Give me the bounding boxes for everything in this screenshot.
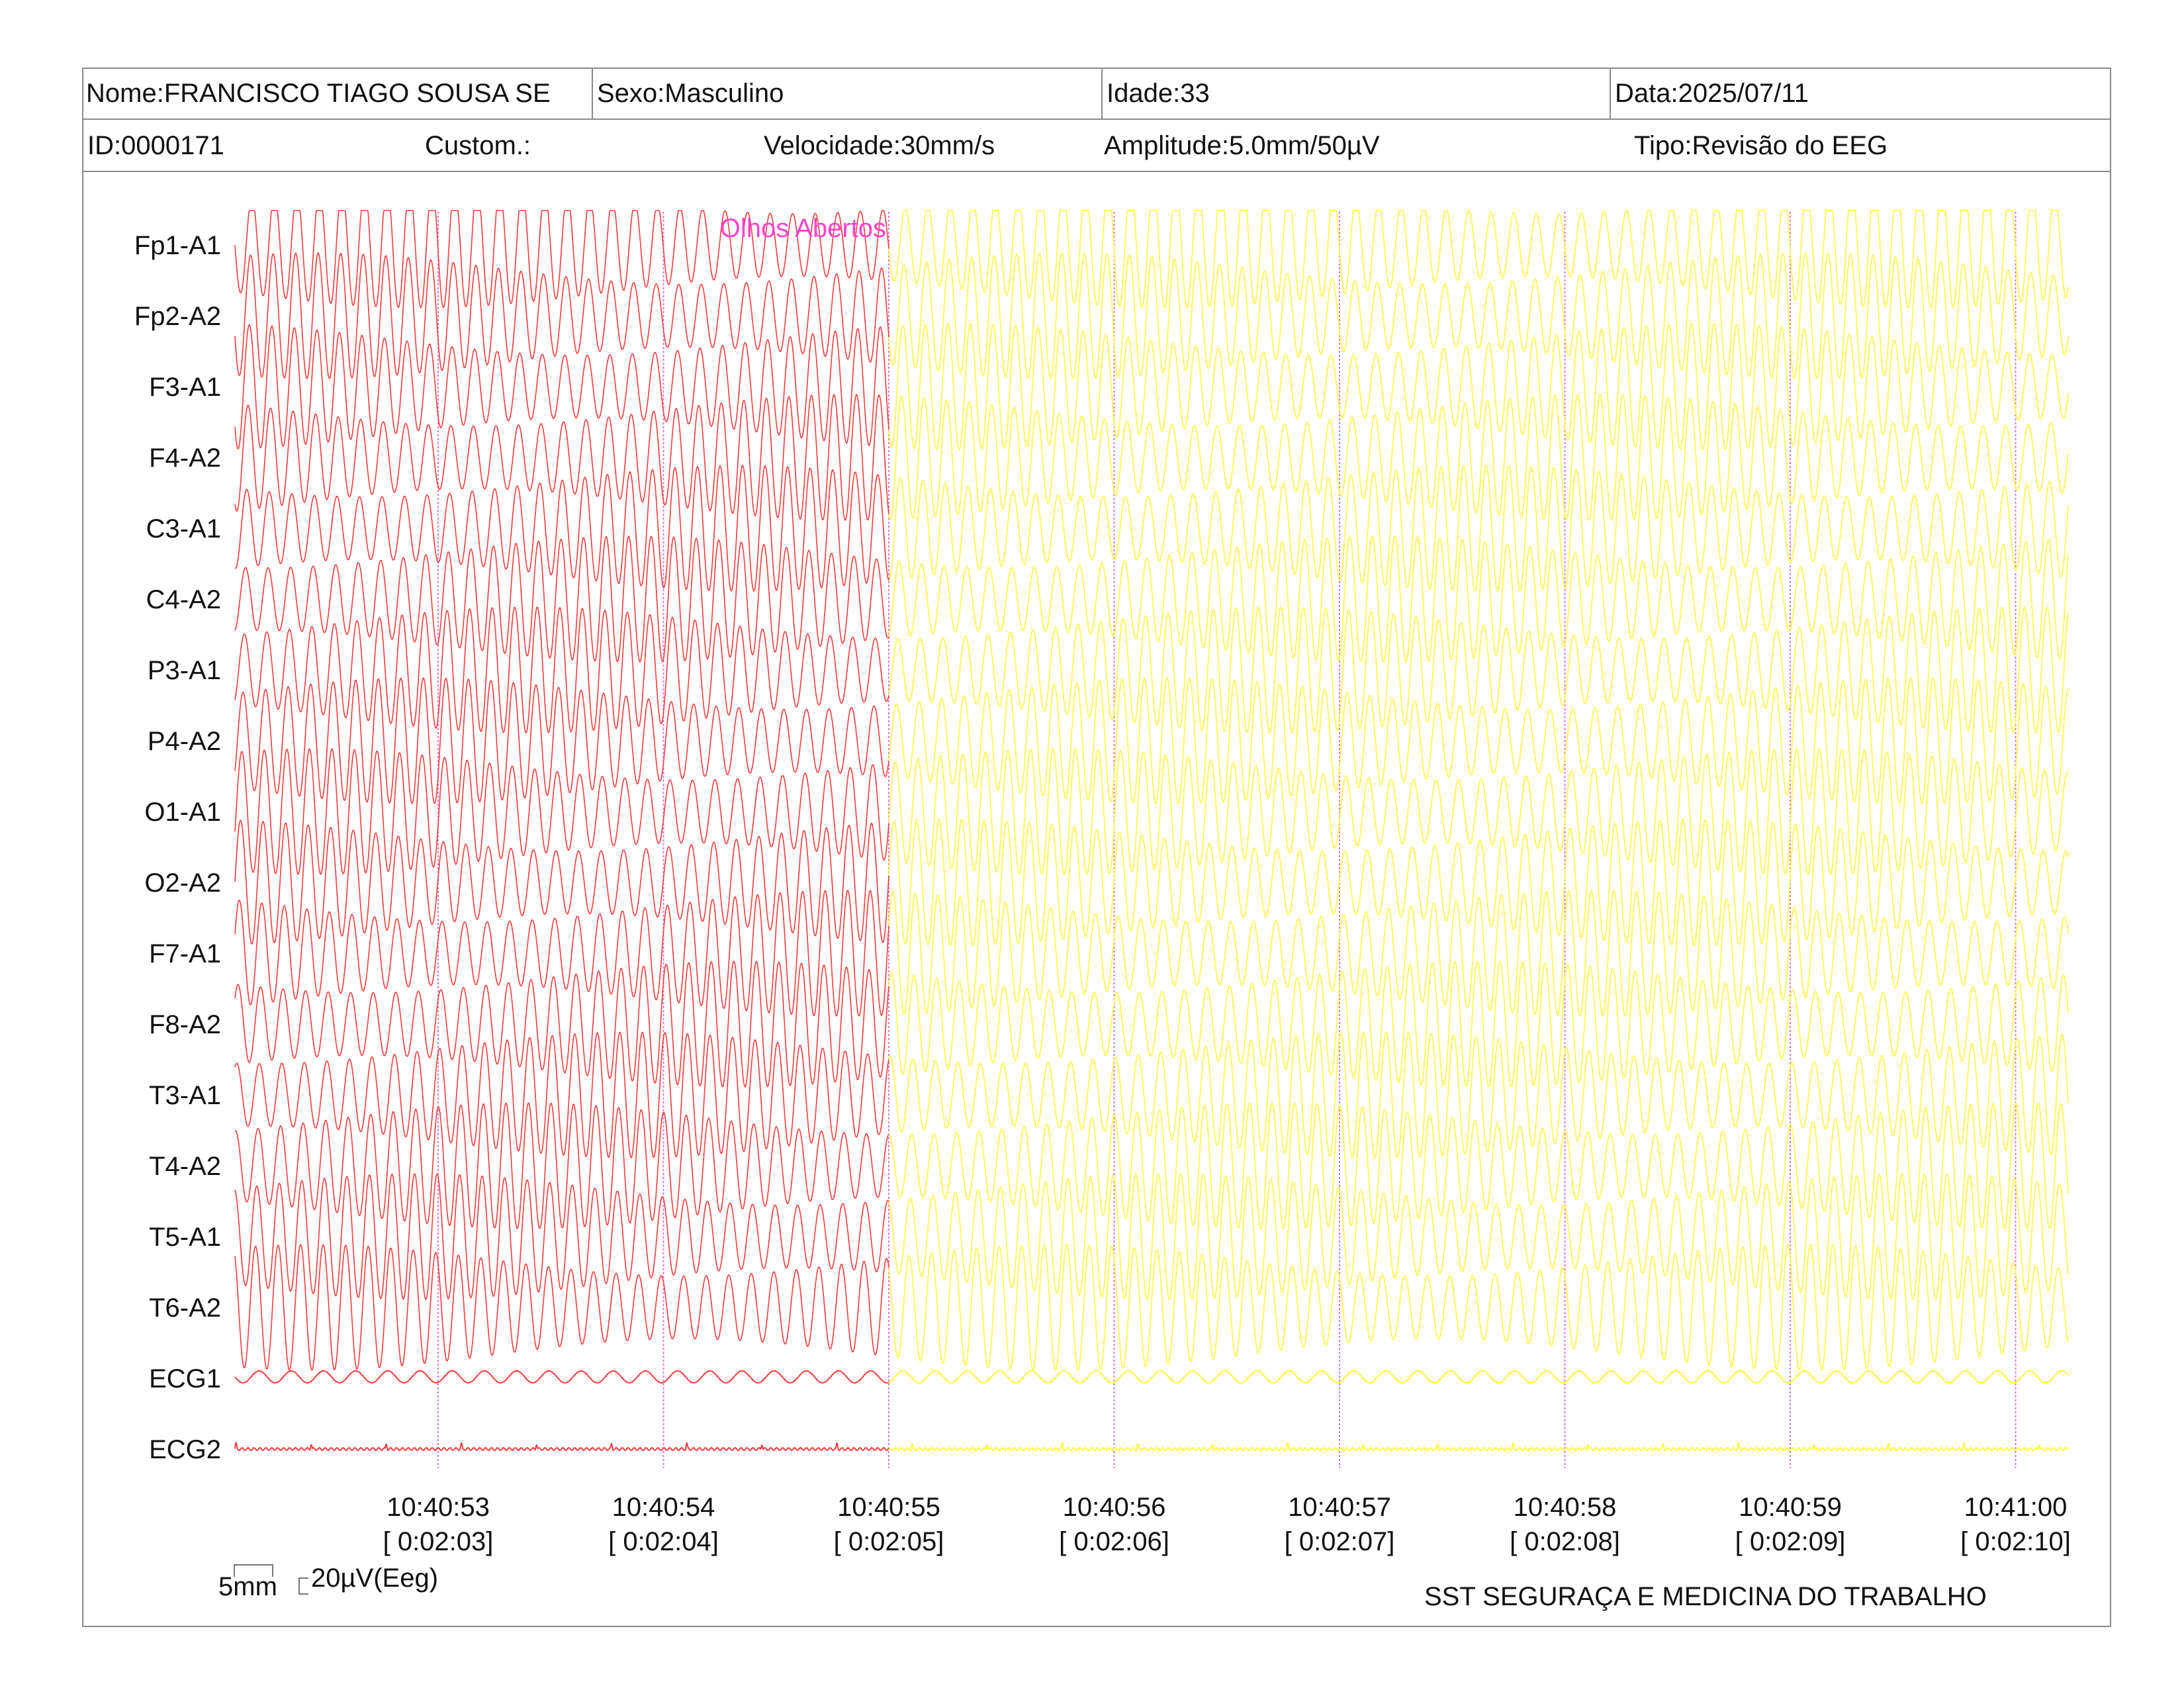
trace-o1-a1-right: [888, 748, 2069, 875]
trace-c4-a2-right: [888, 536, 2069, 663]
trace-fp2-a2-right: [888, 252, 2069, 379]
record-date: Data:2025/07/11: [1610, 68, 2111, 118]
trace-f8-a2-right: [888, 961, 2069, 1088]
header-row-1: Nome:FRANCISCO TIAGO SOUSA SE Sexo:Mascu…: [82, 68, 2111, 120]
channel-label: F7-A1: [149, 939, 221, 968]
trace-c4-a2-left: [234, 536, 889, 663]
time-tick-elapsed: [ 0:02:07]: [1285, 1527, 1395, 1556]
trace-t4-a2-right: [888, 1102, 2069, 1229]
trace-t5-a1-left: [234, 1173, 889, 1300]
trace-t6-a2-left: [234, 1244, 889, 1371]
time-tick-clock: 10:40:58: [1514, 1493, 1617, 1522]
time-tick-clock: 10:40:54: [612, 1493, 715, 1522]
record-type: Tipo:Revisão do EEG: [1634, 131, 1888, 160]
channel-label: Fp1-A1: [134, 231, 221, 260]
time-tick-elapsed: [ 0:02:05]: [834, 1527, 944, 1556]
channel-label: T5-A1: [149, 1223, 221, 1252]
patient-age: Idade:33: [1101, 68, 1610, 118]
amplitude-scale: Amplitude:5.0mm/50µV: [1104, 131, 1380, 160]
trace-p4-a2-right: [888, 677, 2069, 804]
channel-label: T4-A2: [149, 1152, 221, 1181]
channel-label: ECG1: [149, 1364, 221, 1393]
trace-p4-a2-left: [234, 677, 889, 804]
trace-t3-a1-right: [888, 1031, 2069, 1158]
channel-label: P3-A1: [148, 656, 221, 685]
channel-label: Fp2-A2: [134, 302, 221, 331]
patient-sex: Sexo:Masculino: [592, 68, 1101, 118]
trace-t5-a1-right: [888, 1173, 2069, 1300]
channel-label: F8-A2: [149, 1010, 221, 1039]
time-tick-elapsed: [ 0:02:08]: [1510, 1527, 1620, 1556]
trace-f4-a2-right: [888, 394, 2069, 521]
channel-label: F3-A1: [149, 373, 221, 402]
time-tick-elapsed: [ 0:02:06]: [1059, 1527, 1169, 1556]
trace-ecg2-left: [234, 1442, 889, 1451]
channel-label: T6-A2: [149, 1293, 221, 1323]
channel-label: F4-A2: [149, 444, 221, 473]
trace-fp2-a2-left: [234, 252, 889, 379]
channel-label: O2-A2: [144, 868, 221, 898]
patient-id: ID:0000171: [87, 131, 224, 160]
trace-f3-a1-right: [888, 323, 2069, 450]
time-tick-clock: 10:40:53: [387, 1493, 490, 1522]
trace-p3-a1-left: [234, 606, 889, 733]
company-footer: SST SEGURAÇA E MEDICINA DO TRABALHO: [1424, 1582, 1987, 1611]
trace-f4-a2-left: [234, 394, 889, 521]
trace-f7-a1-right: [888, 890, 2069, 1017]
header-row-2: ID:0000171 Custom.: Velocidade:30mm/s Am…: [82, 120, 2111, 172]
channel-label: O1-A1: [144, 798, 221, 827]
trace-fp1-a1-right: [888, 210, 2069, 308]
trace-p3-a1-right: [888, 606, 2069, 733]
time-calibration-label: 5mm: [218, 1572, 277, 1601]
channel-label: C4-A2: [146, 585, 221, 614]
amplitude-calibration-label: 20µV(Eeg): [311, 1564, 439, 1593]
trace-c3-a1-left: [234, 465, 889, 592]
custom-field: Custom.:: [425, 131, 531, 160]
trace-t6-a2-right: [888, 1244, 2069, 1371]
patient-name: Nome:FRANCISCO TIAGO SOUSA SE: [86, 79, 551, 108]
trace-f7-a1-left: [234, 890, 889, 1017]
time-tick-clock: 10:40:59: [1739, 1493, 1842, 1522]
trace-o2-a2-left: [234, 820, 889, 945]
trace-ecg1-right: [888, 1370, 2069, 1383]
time-tick-clock: 10:40:55: [837, 1493, 940, 1522]
time-tick-elapsed: [ 0:02:03]: [383, 1527, 494, 1556]
trace-t3-a1-left: [234, 1031, 889, 1158]
time-tick-elapsed: [ 0:02:10]: [1960, 1527, 2071, 1556]
paper-speed: Velocidade:30mm/s: [764, 131, 995, 160]
time-tick-clock: 10:41:00: [1964, 1493, 2068, 1522]
time-tick-elapsed: [ 0:02:04]: [608, 1527, 719, 1556]
trace-fp1-a1-left: [234, 210, 889, 308]
time-tick-clock: 10:40:57: [1288, 1493, 1391, 1522]
trace-o2-a2-right: [888, 819, 2069, 946]
channel-label: C3-A1: [146, 514, 221, 543]
channel-label: T3-A1: [149, 1081, 221, 1110]
eyes-open-annotation: Olhos Abertos: [720, 214, 886, 243]
report-frame: [82, 68, 2111, 1627]
time-tick-elapsed: [ 0:02:09]: [1735, 1527, 1846, 1556]
trace-ecg2-right: [888, 1442, 2069, 1451]
trace-f3-a1-left: [234, 324, 889, 449]
trace-ecg1-left: [234, 1370, 889, 1383]
trace-f8-a2-left: [234, 961, 889, 1088]
trace-t4-a2-left: [234, 1102, 889, 1229]
trace-o1-a1-left: [234, 748, 889, 875]
time-tick-clock: 10:40:56: [1063, 1493, 1166, 1522]
channel-label: P4-A2: [148, 727, 221, 756]
channel-label: ECG2: [149, 1435, 221, 1464]
calibration-marks: [234, 1564, 308, 1595]
trace-c3-a1-right: [888, 465, 2069, 592]
